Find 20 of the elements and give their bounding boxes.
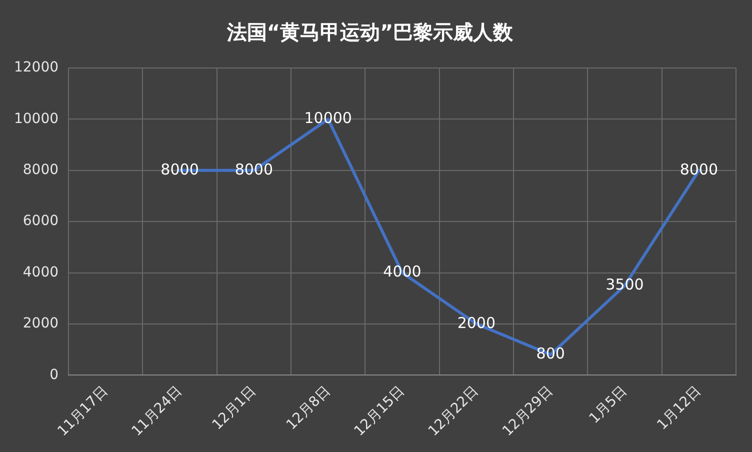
y-tick-label: 8000 <box>22 162 59 178</box>
x-tick-label: 12月22日 <box>426 383 482 440</box>
x-tick-label: 12月15日 <box>351 383 408 440</box>
x-tick-label: 12月1日 <box>209 383 260 434</box>
y-tick-label: 0 <box>50 366 59 383</box>
x-tick-label: 1月5日 <box>586 383 630 427</box>
x-tick-label: 11月24日 <box>128 383 186 440</box>
y-tick-label: 4000 <box>22 264 59 280</box>
y-tick-label: 10000 <box>14 110 59 127</box>
x-tick-label: 11月17日 <box>54 383 112 440</box>
y-tick-label: 6000 <box>22 213 59 230</box>
y-tick-label: 12000 <box>14 60 59 76</box>
data-label: 10000 <box>304 109 352 128</box>
x-tick-label: 1月12日 <box>654 383 704 434</box>
data-label: 8000 <box>160 160 199 178</box>
chart-title: 法国“黄马甲运动”巴黎示威人数 <box>226 20 514 44</box>
x-tick-label: 12月8日 <box>283 383 334 434</box>
y-tick-label: 2000 <box>22 316 59 332</box>
x-tick-label: 12月29日 <box>500 383 556 440</box>
data-label: 8000 <box>680 160 718 178</box>
